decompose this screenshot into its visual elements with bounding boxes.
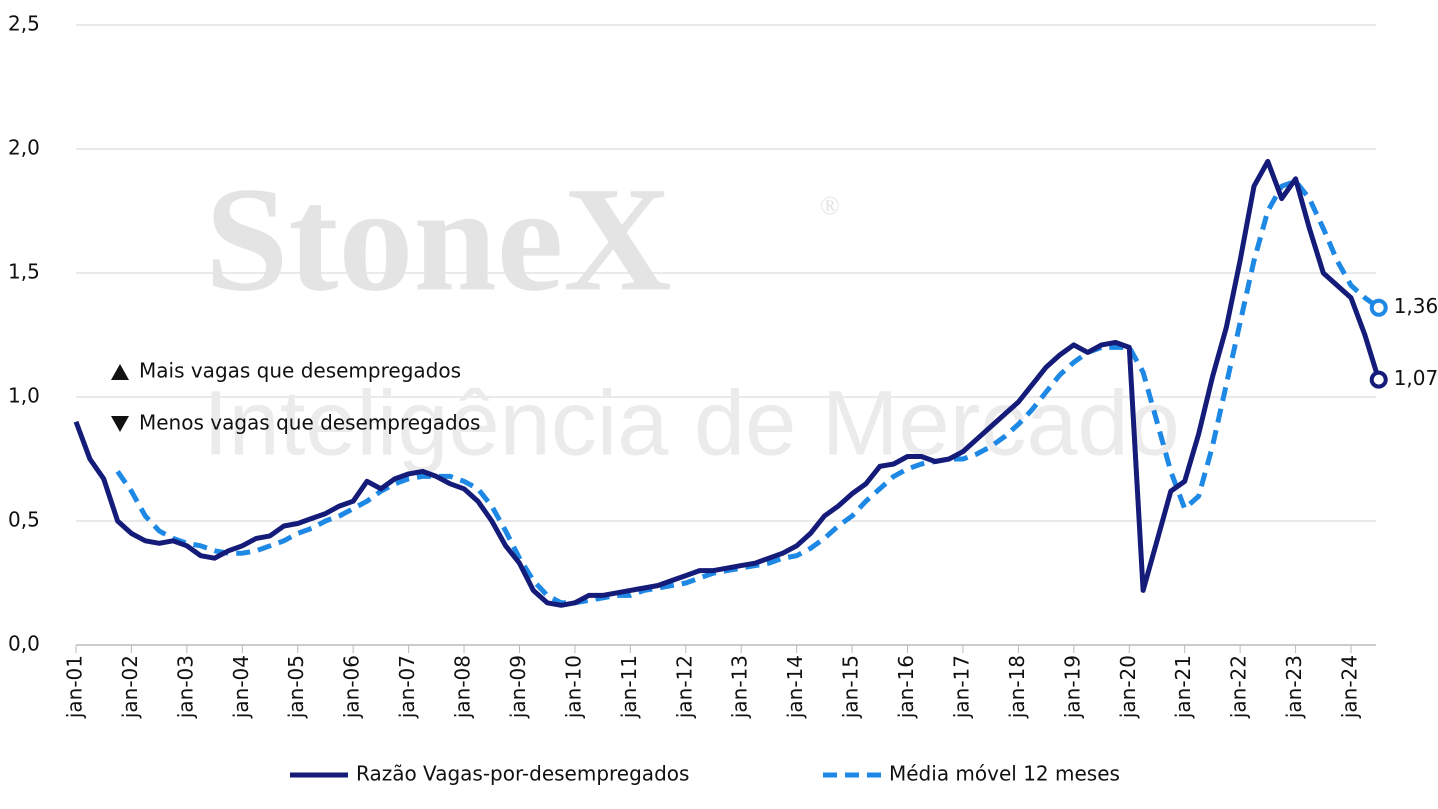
watermark-mark: ®: [820, 191, 840, 220]
grid: [76, 24, 1376, 646]
down-triangle: [111, 416, 129, 432]
x-tick-label: jan-03: [173, 655, 197, 719]
x-tick-label: jan-11: [617, 655, 641, 719]
up-triangle: [111, 364, 129, 380]
x-tick-label: jan-08: [451, 655, 475, 719]
y-tick-label: 1,0: [8, 384, 40, 408]
series-line: [73, 158, 1382, 608]
legend-label: Razão Vagas-por-desempregados: [356, 762, 689, 786]
y-tick-label: 0,0: [8, 632, 40, 656]
x-tick-label: jan-13: [728, 655, 752, 719]
x-tick-label: jan-01: [63, 655, 87, 719]
y-tick-label: 0,5: [8, 508, 40, 532]
y-tick-label: 1,5: [8, 260, 40, 284]
x-tick-label: jan-22: [1227, 655, 1251, 719]
x-tick-label: jan-09: [506, 655, 530, 719]
x-tick-label: jan-06: [340, 655, 364, 719]
annotation: Mais vagas que desempregados: [139, 359, 461, 383]
x-tick-label: jan-24: [1338, 655, 1362, 719]
x-tick-label: jan-20: [1116, 655, 1140, 719]
end-marker: [1369, 298, 1388, 317]
x-tick-label: jan-14: [783, 655, 807, 719]
end-marker: [1369, 370, 1388, 389]
legend-label: Média móvel 12 meses: [889, 762, 1120, 786]
x-tick-label: jan-10: [561, 655, 585, 719]
y-tick-label: 2,0: [8, 136, 40, 160]
value-label: 1,07: [1394, 366, 1438, 390]
watermark-brand: StoneX: [205, 156, 672, 322]
x-tick-label: jan-04: [229, 655, 253, 719]
x-tick-label: jan-15: [839, 655, 863, 719]
x-tick-label: jan-16: [894, 655, 918, 719]
value-label: 1,36: [1394, 294, 1438, 318]
x-tick-label: jan-07: [395, 655, 419, 719]
x-tick-label: jan-21: [1171, 655, 1195, 719]
x-tick-label: jan-17: [949, 655, 973, 719]
annotation: Menos vagas que desempregados: [139, 411, 480, 435]
x-tick-label: jan-19: [1060, 655, 1084, 719]
x-tick-label: jan-12: [672, 655, 696, 719]
x-tick-label: jan-05: [284, 655, 308, 719]
x-tick-label: jan-23: [1282, 655, 1306, 719]
y-tick-label: 2,5: [8, 12, 40, 36]
x-tick-label: jan-18: [1005, 655, 1029, 719]
x-tick-label: jan-02: [118, 655, 142, 719]
